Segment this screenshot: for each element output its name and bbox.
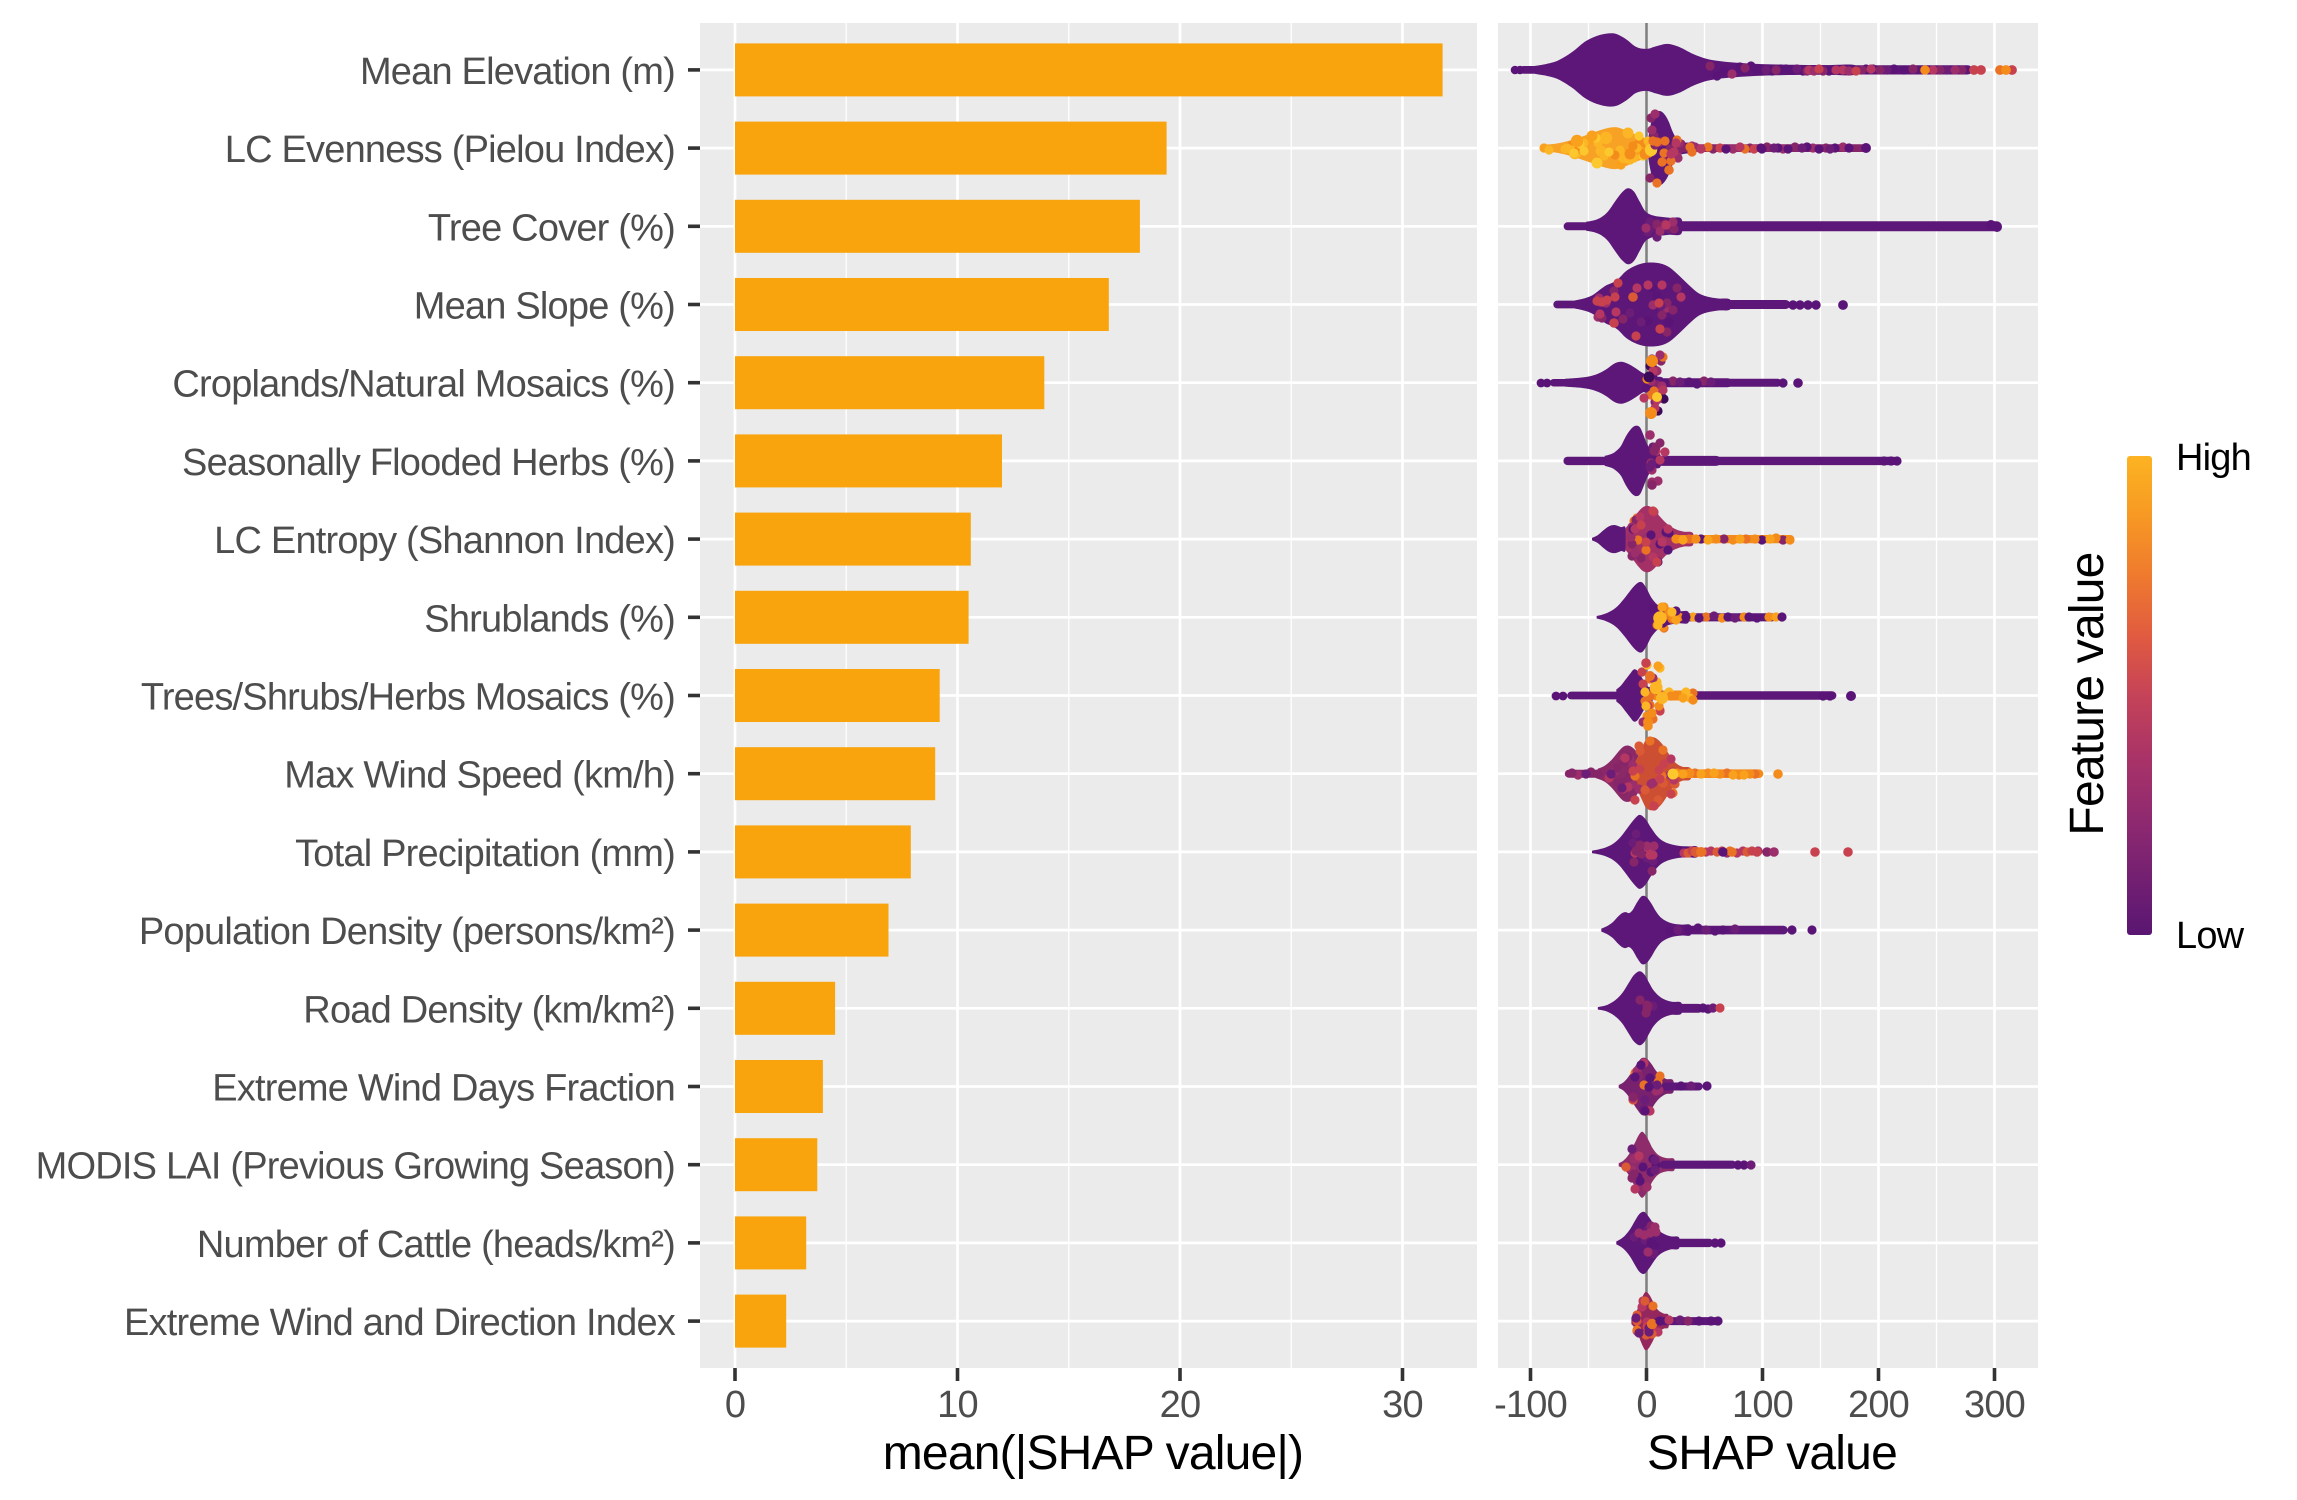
- svg-text:100: 100: [1732, 1384, 1793, 1426]
- svg-text:300: 300: [1964, 1384, 2025, 1426]
- svg-text:-100: -100: [1494, 1384, 1567, 1426]
- svg-text:LC Evenness (Pielou Index): LC Evenness (Pielou Index): [225, 129, 675, 171]
- svg-text:0: 0: [725, 1384, 745, 1426]
- svg-text:Road Density (km/km²): Road Density (km/km²): [303, 989, 675, 1031]
- svg-text:20: 20: [1160, 1384, 1201, 1426]
- svg-text:Mean Slope (%): Mean Slope (%): [414, 286, 675, 328]
- svg-text:Low: Low: [2176, 915, 2245, 957]
- svg-text:Population Density (persons/km: Population Density (persons/km²): [139, 911, 675, 953]
- svg-text:10: 10: [937, 1384, 978, 1426]
- svg-text:Seasonally Flooded Herbs (%): Seasonally Flooded Herbs (%): [182, 442, 675, 484]
- svg-text:Croplands/Natural Mosaics (%): Croplands/Natural Mosaics (%): [172, 364, 675, 406]
- svg-text:Mean Elevation (m): Mean Elevation (m): [360, 51, 675, 93]
- svg-text:High: High: [2176, 437, 2251, 479]
- svg-text:Feature value: Feature value: [2061, 552, 2114, 835]
- svg-text:MODIS LAI (Previous Growing Se: MODIS LAI (Previous Growing Season): [36, 1146, 675, 1188]
- svg-text:Extreme Wind Days Fraction: Extreme Wind Days Fraction: [212, 1068, 675, 1110]
- svg-text:Extreme Wind and Direction Ind: Extreme Wind and Direction Index: [124, 1302, 676, 1344]
- svg-text:200: 200: [1848, 1384, 1909, 1426]
- svg-text:mean(|SHAP value|): mean(|SHAP value|): [883, 1427, 1304, 1480]
- svg-text:Trees/Shrubs/Herbs Mosaics (%): Trees/Shrubs/Herbs Mosaics (%): [141, 677, 675, 719]
- svg-text:30: 30: [1382, 1384, 1423, 1426]
- svg-text:Shrublands (%): Shrublands (%): [424, 598, 675, 640]
- svg-text:0: 0: [1636, 1384, 1656, 1426]
- svg-text:Number of Cattle (heads/km²): Number of Cattle (heads/km²): [197, 1224, 675, 1266]
- svg-text:Max Wind Speed (km/h): Max Wind Speed (km/h): [284, 755, 675, 797]
- svg-text:SHAP value: SHAP value: [1647, 1427, 1897, 1480]
- svg-text:Total Precipitation (mm): Total Precipitation (mm): [295, 833, 675, 875]
- svg-text:LC Entropy (Shannon Index): LC Entropy (Shannon Index): [214, 520, 675, 562]
- svg-text:Tree Cover (%): Tree Cover (%): [428, 207, 675, 249]
